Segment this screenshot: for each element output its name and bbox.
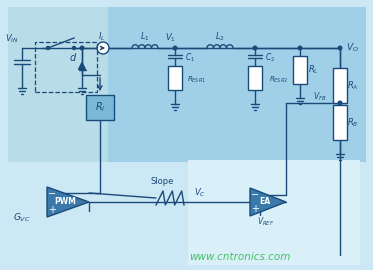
Bar (168, 66, 182, 90)
Bar (35, 42, 97, 92)
Bar (293, 56, 307, 84)
Text: −: − (48, 189, 56, 199)
Bar (333, 105, 347, 140)
Bar (86, 95, 114, 120)
Circle shape (97, 42, 109, 54)
Circle shape (253, 46, 257, 50)
Circle shape (298, 46, 302, 50)
Polygon shape (47, 187, 89, 217)
Bar (248, 66, 262, 90)
Text: $V_1$: $V_1$ (164, 32, 175, 44)
Text: Slope: Slope (150, 177, 174, 187)
Polygon shape (78, 62, 85, 69)
Text: EA: EA (260, 197, 270, 207)
Bar (8, 7, 108, 162)
Text: PWM: PWM (54, 197, 76, 207)
Text: $V_C$: $V_C$ (194, 187, 206, 199)
Text: +: + (48, 205, 56, 215)
Circle shape (72, 46, 75, 49)
Text: $R_L$: $R_L$ (308, 64, 319, 76)
Circle shape (173, 46, 177, 50)
Text: $R_{ESR2}$: $R_{ESR2}$ (269, 75, 289, 85)
Circle shape (80, 46, 84, 50)
Text: $C_2$: $C_2$ (265, 52, 275, 64)
Circle shape (47, 46, 50, 49)
Text: −: − (251, 190, 259, 200)
Text: $V_{IN}$: $V_{IN}$ (5, 33, 19, 45)
Text: $R_A$: $R_A$ (347, 79, 359, 92)
Text: www.cntronics.com: www.cntronics.com (189, 252, 291, 262)
Polygon shape (250, 188, 286, 216)
Text: $G_{VC}$: $G_{VC}$ (13, 212, 31, 224)
Text: $R_B$: $R_B$ (347, 116, 359, 129)
Text: +: + (251, 204, 259, 214)
Text: $R_i$: $R_i$ (95, 101, 105, 114)
Text: $L_2$: $L_2$ (215, 31, 225, 43)
Text: $V_O$: $V_O$ (345, 42, 358, 54)
Bar (188, 160, 360, 265)
Text: $I_L$: $I_L$ (98, 31, 106, 43)
Text: d: d (70, 53, 76, 63)
Circle shape (338, 46, 342, 50)
Text: $L_1$: $L_1$ (140, 31, 150, 43)
Bar (333, 68, 347, 103)
Bar (8, 7, 366, 162)
Circle shape (338, 101, 342, 105)
Text: $V_{REF}$: $V_{REF}$ (257, 216, 275, 228)
Text: $C_1$: $C_1$ (185, 52, 195, 64)
Text: $V_{FB}$: $V_{FB}$ (313, 91, 327, 103)
Text: $R_{ESR1}$: $R_{ESR1}$ (188, 75, 207, 85)
